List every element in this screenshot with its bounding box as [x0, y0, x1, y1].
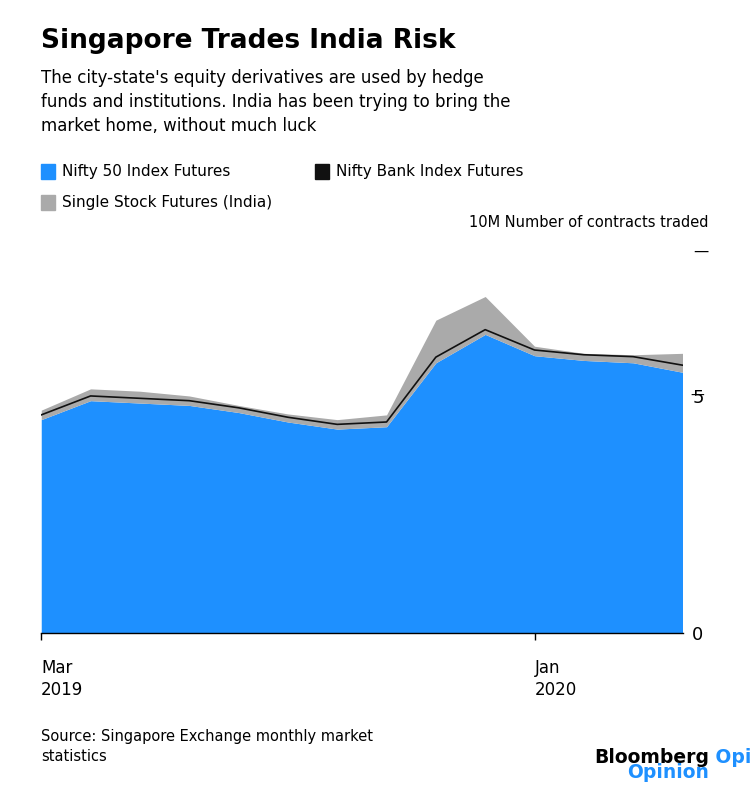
Text: Bloomberg: Bloomberg [594, 748, 709, 767]
Text: —: — [694, 243, 709, 259]
Text: Single Stock Futures (India): Single Stock Futures (India) [62, 195, 272, 210]
Text: Singapore Trades India Risk: Singapore Trades India Risk [41, 28, 456, 54]
Text: Jan: Jan [535, 659, 560, 676]
Text: The city-state's equity derivatives are used by hedge
funds and institutions. In: The city-state's equity derivatives are … [41, 69, 511, 135]
Text: —: — [691, 389, 704, 403]
Text: Nifty Bank Index Futures: Nifty Bank Index Futures [336, 164, 524, 179]
Text: 2020: 2020 [535, 681, 577, 699]
Text: 10M Number of contracts traded: 10M Number of contracts traded [470, 214, 709, 230]
Text: Source: Singapore Exchange monthly market
statistics: Source: Singapore Exchange monthly marke… [41, 729, 374, 764]
Text: 2019: 2019 [41, 681, 83, 699]
Text: Opinion: Opinion [709, 748, 750, 767]
Text: Nifty 50 Index Futures: Nifty 50 Index Futures [62, 164, 231, 179]
Text: Opinion: Opinion [627, 762, 709, 782]
Text: Mar: Mar [41, 659, 73, 676]
